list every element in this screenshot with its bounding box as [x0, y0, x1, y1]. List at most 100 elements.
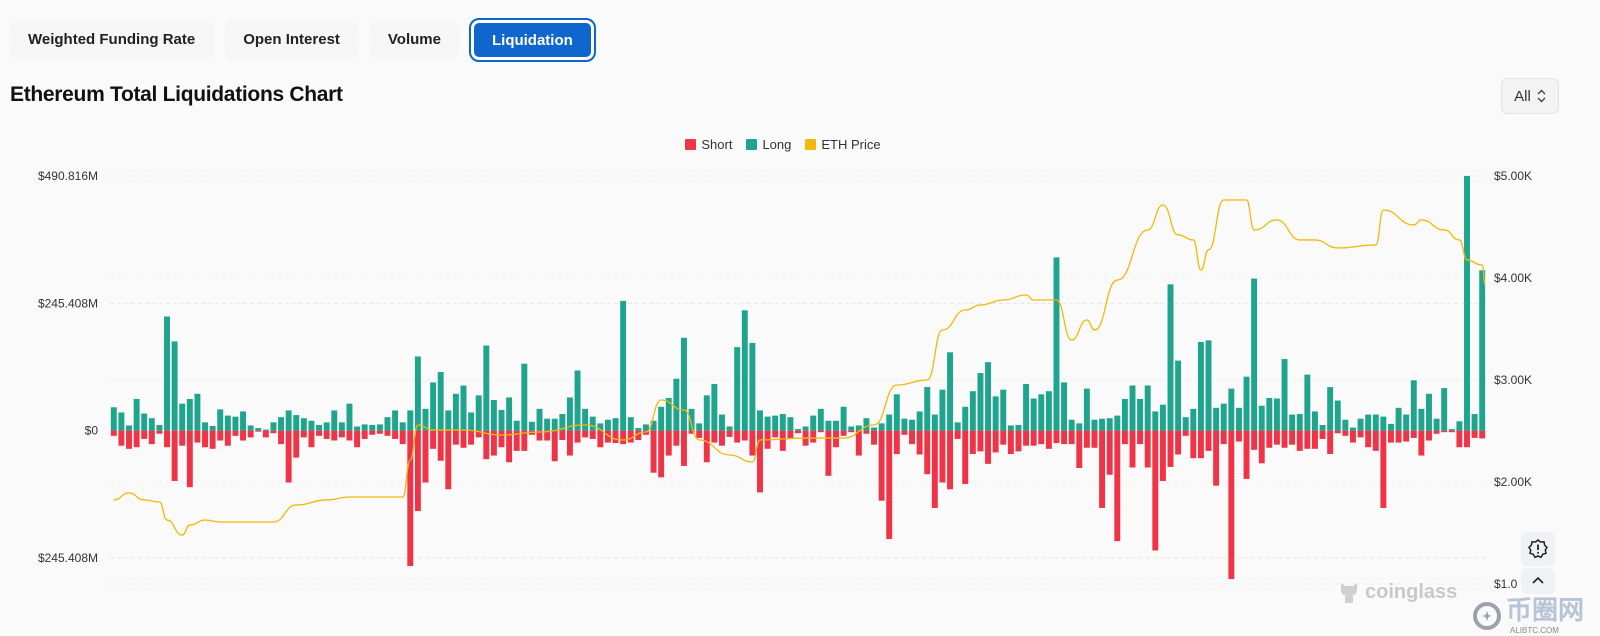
long-bar[interactable] — [1182, 417, 1189, 431]
long-bar[interactable] — [589, 416, 596, 431]
short-bar[interactable] — [1190, 430, 1197, 459]
short-bar[interactable] — [118, 430, 125, 446]
short-bar[interactable] — [574, 430, 581, 443]
long-bar[interactable] — [1251, 278, 1258, 431]
long-bar[interactable] — [1129, 385, 1136, 431]
long-bar[interactable] — [1220, 403, 1227, 431]
short-bar[interactable] — [627, 430, 634, 443]
long-bar[interactable] — [969, 391, 976, 431]
short-bar[interactable] — [939, 430, 946, 483]
long-bar[interactable] — [1289, 414, 1296, 431]
long-bar[interactable] — [795, 429, 801, 431]
long-bar[interactable] — [1471, 414, 1478, 431]
long-bar[interactable] — [665, 397, 672, 431]
long-bar[interactable] — [886, 414, 893, 431]
long-bar[interactable] — [787, 417, 794, 431]
short-bar[interactable] — [1403, 430, 1410, 442]
short-bar[interactable] — [1365, 430, 1372, 448]
feedback-button[interactable] — [1521, 532, 1555, 566]
short-bar[interactable] — [741, 430, 748, 441]
short-bar[interactable] — [1068, 430, 1075, 445]
short-bar[interactable] — [582, 430, 589, 438]
short-bar[interactable] — [300, 430, 307, 438]
long-bar[interactable] — [1334, 400, 1341, 431]
long-bar[interactable] — [308, 420, 315, 431]
short-bar[interactable] — [179, 430, 186, 446]
long-bar[interactable] — [772, 415, 779, 431]
long-bar[interactable] — [1045, 391, 1052, 431]
long-bar[interactable] — [939, 389, 946, 431]
short-bar[interactable] — [255, 430, 262, 432]
long-bar[interactable] — [262, 429, 269, 431]
short-bar[interactable] — [597, 430, 604, 448]
short-bar[interactable] — [141, 430, 148, 439]
short-bar[interactable] — [977, 430, 984, 452]
long-bar[interactable] — [582, 408, 589, 431]
long-bar[interactable] — [810, 415, 817, 431]
long-bar[interactable] — [977, 373, 984, 431]
long-bar[interactable] — [300, 418, 307, 431]
short-bar[interactable] — [399, 430, 406, 445]
long-bar[interactable] — [536, 408, 543, 431]
short-bar[interactable] — [1159, 430, 1166, 481]
long-bar[interactable] — [604, 419, 611, 431]
long-bar[interactable] — [757, 410, 763, 431]
short-bar[interactable] — [1228, 430, 1235, 580]
short-bar[interactable] — [954, 430, 961, 439]
short-bar[interactable] — [848, 430, 855, 433]
short-bar[interactable] — [931, 430, 938, 508]
short-bar[interactable] — [1357, 430, 1364, 438]
short-bar[interactable] — [422, 430, 429, 483]
short-bar[interactable] — [1030, 430, 1037, 446]
long-bar[interactable] — [1235, 407, 1242, 431]
short-bar[interactable] — [1152, 430, 1159, 551]
short-bar[interactable] — [916, 430, 923, 455]
short-bar[interactable] — [787, 430, 794, 439]
long-bar[interactable] — [460, 385, 467, 431]
long-bar[interactable] — [597, 423, 604, 431]
long-bar[interactable] — [833, 420, 839, 431]
short-bar[interactable] — [1281, 430, 1288, 448]
short-bar[interactable] — [1137, 430, 1144, 445]
long-bar[interactable] — [878, 423, 885, 431]
long-bar[interactable] — [848, 426, 855, 431]
short-bar[interactable] — [346, 430, 353, 441]
long-bar[interactable] — [741, 310, 748, 431]
long-bar[interactable] — [1175, 360, 1182, 431]
long-bar[interactable] — [1167, 284, 1174, 431]
long-bar[interactable] — [1327, 387, 1334, 431]
short-bar[interactable] — [1448, 430, 1455, 433]
short-bar[interactable] — [635, 430, 642, 440]
short-bar[interactable] — [909, 430, 915, 445]
long-bar[interactable] — [506, 397, 513, 431]
long-bar[interactable] — [1076, 423, 1083, 431]
long-bar[interactable] — [802, 426, 809, 431]
long-bar[interactable] — [414, 356, 421, 431]
long-bar[interactable] — [962, 406, 969, 431]
short-bar[interactable] — [650, 430, 657, 473]
short-bar[interactable] — [331, 430, 338, 441]
long-bar[interactable] — [209, 425, 216, 431]
long-bar[interactable] — [278, 417, 285, 431]
short-bar[interactable] — [1251, 430, 1258, 450]
short-bar[interactable] — [947, 430, 954, 490]
long-bar[interactable] — [871, 427, 877, 431]
long-bar[interactable] — [825, 420, 832, 431]
short-bar[interactable] — [969, 430, 976, 454]
short-bar[interactable] — [308, 430, 315, 448]
long-bar[interactable] — [574, 370, 581, 431]
long-bar[interactable] — [1319, 424, 1326, 431]
long-bar[interactable] — [528, 421, 535, 431]
short-bar[interactable] — [734, 430, 741, 443]
short-bar[interactable] — [1349, 430, 1356, 443]
long-bar[interactable] — [1395, 407, 1402, 431]
short-bar[interactable] — [1175, 430, 1182, 455]
long-bar[interactable] — [346, 403, 353, 431]
long-bar[interactable] — [1053, 257, 1060, 431]
short-bar[interactable] — [513, 430, 520, 451]
short-bar[interactable] — [1327, 430, 1334, 454]
short-bar[interactable] — [536, 430, 543, 441]
short-bar[interactable] — [833, 430, 839, 448]
short-bar[interactable] — [1304, 430, 1311, 449]
short-bar[interactable] — [217, 430, 224, 441]
